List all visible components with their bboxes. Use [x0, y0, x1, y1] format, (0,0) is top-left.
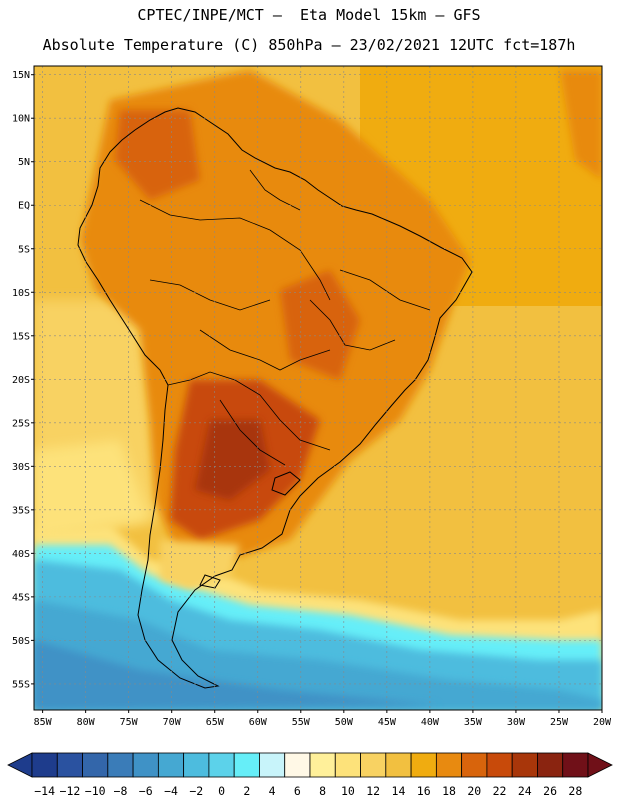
lat-label: 35S — [12, 505, 30, 516]
latitude-labels: 15N 10N 5N EQ 5S 10S 15S 20S 25S 30S 35S 40S 45S 50S 5… — [12, 70, 34, 690]
temperature-field — [34, 66, 602, 710]
colorbar-label: 8 — [319, 784, 326, 798]
colorbar-label: −8 — [114, 784, 128, 798]
lon-label: 65W — [206, 717, 225, 728]
lat-label: 15N — [12, 70, 30, 81]
lon-label: 70W — [163, 717, 182, 728]
lat-label: 15S — [12, 331, 30, 342]
lon-label: 80W — [77, 717, 96, 728]
colorbar-label: 14 — [392, 784, 406, 798]
colorbar-swatch — [132, 752, 159, 778]
colorbar-swatch — [562, 752, 589, 778]
lat-lon-grid — [34, 66, 602, 710]
colorbar-label: 18 — [442, 784, 456, 798]
lon-label: 55W — [292, 717, 311, 728]
colorbar-swatch — [334, 752, 361, 778]
chart-title-line2: Absolute Temperature (C) 850hPa – 23/02/… — [42, 36, 576, 54]
lat-label: 50S — [12, 636, 30, 647]
colorbar-label: 0 — [218, 784, 225, 798]
colorbar-swatch — [537, 752, 564, 778]
lat-label: 5S — [18, 244, 30, 255]
lat-label: EQ — [18, 201, 30, 212]
lon-label: 60W — [249, 717, 268, 728]
lat-label: 20S — [12, 375, 30, 386]
colorbar-arrow-low — [7, 752, 33, 778]
lat-label: 25S — [12, 418, 30, 429]
colorbar-label: 20 — [467, 784, 481, 798]
colorbar-label: −10 — [85, 784, 106, 798]
colorbar-arrow-high — [587, 752, 613, 778]
lon-label: 40W — [421, 717, 440, 728]
colorbar-swatch — [284, 752, 311, 778]
colorbar-label: −6 — [139, 784, 153, 798]
colorbar-label: −2 — [189, 784, 203, 798]
colorbar — [7, 752, 613, 778]
lat-label: 45S — [12, 592, 30, 603]
map-frame — [33, 65, 603, 711]
colorbar-swatch — [461, 752, 488, 778]
longitude-labels: 85W 80W 75W 70W 65W 60W 55W 50W 45W 40W 35W 30W 25W 2… — [34, 710, 612, 728]
lat-label: 55S — [12, 679, 30, 690]
country-borders — [139, 169, 431, 466]
colorbar-label: 4 — [269, 784, 276, 798]
lat-label: 5N — [18, 157, 30, 168]
colorbar-label: 12 — [366, 784, 380, 798]
colorbar-label: 24 — [518, 784, 532, 798]
colorbar-label: 16 — [417, 784, 431, 798]
colorbar-swatch — [183, 752, 210, 778]
colorbar-swatch — [31, 752, 58, 778]
colorbar-label: 6 — [294, 784, 301, 798]
lon-label: 75W — [120, 717, 139, 728]
colorbar-swatch — [410, 752, 437, 778]
colorbar-label: 2 — [243, 784, 250, 798]
colorbar-swatch — [486, 752, 513, 778]
lat-label: 40S — [12, 549, 30, 560]
lon-label: 25W — [550, 717, 569, 728]
lon-label: 85W — [34, 717, 53, 728]
colorbar-swatch — [360, 752, 387, 778]
lon-label: 30W — [507, 717, 526, 728]
lat-label: 10S — [12, 288, 30, 299]
lon-label: 20W — [593, 717, 612, 728]
lon-label: 45W — [378, 717, 397, 728]
lon-label: 50W — [335, 717, 354, 728]
colorbar-swatch — [233, 752, 260, 778]
colorbar-label: −12 — [60, 784, 81, 798]
colorbar-label: 22 — [493, 784, 507, 798]
colorbar-swatch — [208, 752, 235, 778]
colorbar-labels: −14 −12 −10 −8 −6 −4 −2 0 2 4 6 8 10 12 14 16 18 20 22 24 26… — [34, 784, 582, 798]
colorbar-swatch — [435, 752, 463, 778]
lat-label: 10N — [12, 114, 30, 125]
colorbar-swatch — [259, 752, 286, 778]
lon-label: 35W — [464, 717, 483, 728]
colorbar-swatch — [56, 752, 83, 778]
colorbar-label: 28 — [568, 784, 582, 798]
colorbar-label: 26 — [543, 784, 557, 798]
lat-label: 30S — [12, 462, 30, 473]
colorbar-swatch — [385, 752, 412, 778]
colorbar-swatch — [82, 752, 109, 778]
colorbar-label: −14 — [34, 784, 55, 798]
colorbar-swatch — [157, 752, 185, 778]
colorbar-label: −4 — [164, 784, 178, 798]
chart-title-line1: CPTEC/INPE/MCT – Eta Model 15km – GFS — [137, 6, 481, 24]
colorbar-swatch — [511, 752, 538, 778]
colorbar-swatch — [309, 752, 336, 778]
colorbar-swatch — [107, 752, 134, 778]
colorbar-label: 10 — [341, 784, 355, 798]
